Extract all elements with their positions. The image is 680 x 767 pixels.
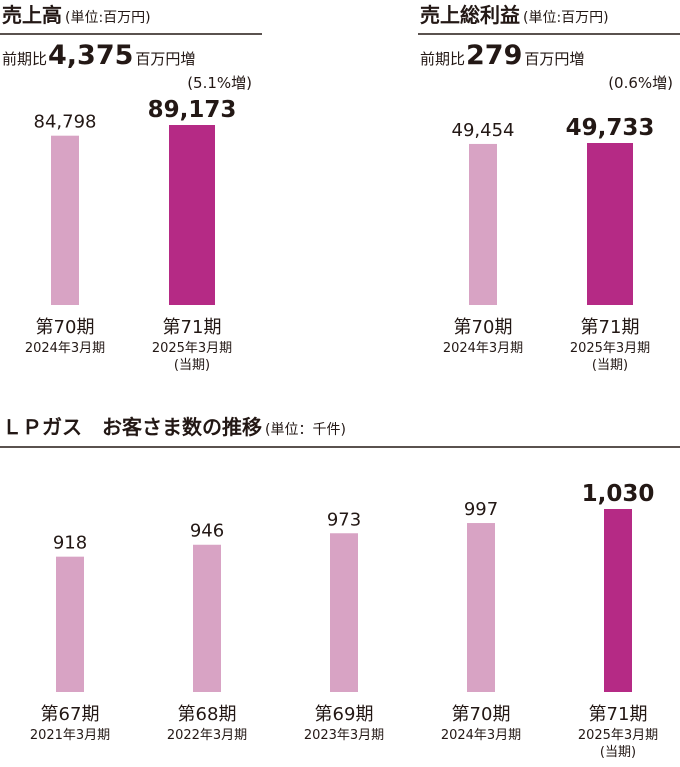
value-label-1: 49,454 <box>452 120 515 141</box>
bar-2 <box>193 544 221 692</box>
category-sub-4: 2024年3月期 <box>441 728 521 743</box>
chart-2: 売上総利益 (単位:百万円) 前期比 279 百万円増 (0.6%増) 49,454 第70期… <box>418 3 680 373</box>
category-label-5: 第71期 <box>589 704 648 725</box>
category-label-1: 第70期 <box>454 317 513 338</box>
summary-prefix: 前期比 <box>2 50 47 68</box>
category-sub-1: 2024年3月期 <box>25 341 105 356</box>
chart-unit: (単位:百万円) <box>65 10 151 26</box>
bar-1 <box>56 556 84 692</box>
summary-percent: (0.6%増) <box>608 74 673 92</box>
summary-percent: (5.1%増) <box>187 74 252 92</box>
value-label-2: 946 <box>190 521 224 542</box>
value-label-1: 918 <box>53 533 87 554</box>
category-label-4: 第70期 <box>452 704 511 725</box>
category-label-2: 第68期 <box>178 704 237 725</box>
bar-4 <box>467 523 495 692</box>
chart-unit: (単位:百万円) <box>523 10 609 26</box>
category-sub-1: 2024年3月期 <box>443 341 523 356</box>
bar-2 <box>169 125 215 305</box>
chart-title: ＬＰガス お客さま数の推移 <box>2 415 262 439</box>
value-label-1: 84,798 <box>34 112 97 133</box>
category-sub-5: 2025年3月期 <box>578 728 658 743</box>
category-sub-1: 2021年3月期 <box>30 728 110 743</box>
summary-suffix: 百万円増 <box>524 50 584 68</box>
bar-3 <box>330 533 358 692</box>
chart-3: ＬＰガス お客さま数の推移 (単位：千件) 918 第67期 2021年3月期 946 第6… <box>0 415 680 760</box>
value-label-2: 49,733 <box>566 115 655 141</box>
summary-value: 4,375 <box>48 40 133 71</box>
category-label-1: 第67期 <box>41 704 100 725</box>
category-sub-2: 2025年3月期 <box>570 341 650 356</box>
bar-1 <box>469 143 497 305</box>
value-label-3: 973 <box>327 509 361 530</box>
chart-title: 売上総利益 <box>420 3 520 27</box>
chart-unit: (単位：千件) <box>265 422 346 438</box>
category-label-1: 第70期 <box>36 317 95 338</box>
category-sub-3: 2023年3月期 <box>304 728 384 743</box>
bar-5 <box>604 509 632 692</box>
category-label-3: 第69期 <box>315 704 374 725</box>
value-label-5: 1,030 <box>582 481 655 507</box>
chart-title: 売上高 <box>2 3 62 27</box>
summary-prefix: 前期比 <box>420 50 465 68</box>
value-label-2: 89,173 <box>148 97 237 123</box>
category-label-2: 第71期 <box>581 317 640 338</box>
category-label-2: 第71期 <box>163 317 222 338</box>
category-sub-2: 2025年3月期 <box>152 341 232 356</box>
bar-2 <box>587 143 633 305</box>
bar-1 <box>51 135 79 305</box>
category-note-2: (当期) <box>592 358 628 373</box>
summary-value: 279 <box>466 40 522 71</box>
category-sub-2: 2022年3月期 <box>167 728 247 743</box>
category-note-2: (当期) <box>174 358 210 373</box>
category-note-5: (当期) <box>600 745 636 760</box>
value-label-4: 997 <box>464 499 498 520</box>
summary-suffix: 百万円増 <box>135 50 195 68</box>
chart-1: 売上高 (単位:百万円) 前期比 4,375 百万円増 (5.1%増) 84,798 第70期… <box>0 3 262 373</box>
